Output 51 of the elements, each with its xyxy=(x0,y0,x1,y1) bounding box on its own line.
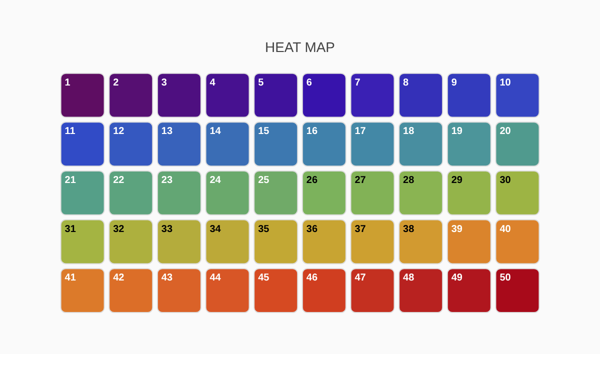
data-label: 29 xyxy=(451,174,463,186)
data-label: 13 xyxy=(161,126,173,138)
data-label: 22 xyxy=(113,174,125,186)
data-label: 42 xyxy=(113,272,125,284)
data-label: 33 xyxy=(161,224,173,235)
data-label: 6 xyxy=(306,77,312,88)
data-label: 8 xyxy=(403,77,410,88)
data-label: 49 xyxy=(451,272,463,284)
data-label: 31 xyxy=(64,224,76,235)
chart-title: HEAT MAP xyxy=(265,38,335,55)
data-label: 23 xyxy=(161,174,173,186)
data-label: 50 xyxy=(500,272,512,284)
data-label: 16 xyxy=(306,126,318,138)
data-label: 45 xyxy=(258,272,270,284)
data-label: 30 xyxy=(500,174,512,186)
data-label: 47 xyxy=(354,272,366,284)
data-label: 32 xyxy=(113,224,125,235)
data-label: 41 xyxy=(64,272,76,284)
data-label: 5 xyxy=(258,77,264,88)
data-label: 27 xyxy=(354,174,366,186)
data-label: 19 xyxy=(451,126,463,138)
data-label: 38 xyxy=(403,224,415,235)
data-label: 46 xyxy=(306,272,318,284)
data-label: 12 xyxy=(113,126,125,138)
data-label: 2 xyxy=(113,77,120,88)
data-label: 36 xyxy=(306,224,318,235)
data-label: 17 xyxy=(354,126,366,138)
data-label: 7 xyxy=(354,77,361,88)
data-label: 28 xyxy=(403,174,415,186)
data-label: 25 xyxy=(258,174,270,186)
data-label: 21 xyxy=(64,174,76,186)
data-label: 10 xyxy=(500,77,512,88)
data-label: 4 xyxy=(210,77,216,88)
data-label: 9 xyxy=(451,77,458,88)
data-label: 24 xyxy=(210,174,222,186)
data-label: 34 xyxy=(210,224,222,235)
data-label: 35 xyxy=(258,224,270,235)
data-label: 43 xyxy=(161,272,173,284)
data-label: 40 xyxy=(500,224,512,235)
data-label: 11 xyxy=(64,126,76,138)
data-label: 14 xyxy=(210,126,222,138)
data-label: 1 xyxy=(64,77,71,88)
data-label: 20 xyxy=(500,126,512,138)
data-label: 44 xyxy=(210,272,222,284)
data-label: 48 xyxy=(403,272,415,284)
data-label: 26 xyxy=(306,174,318,186)
data-label: 3 xyxy=(161,77,168,88)
data-label: 39 xyxy=(451,224,463,235)
data-label: 37 xyxy=(354,224,366,235)
data-label: 15 xyxy=(258,126,270,138)
data-label: 18 xyxy=(403,126,415,138)
